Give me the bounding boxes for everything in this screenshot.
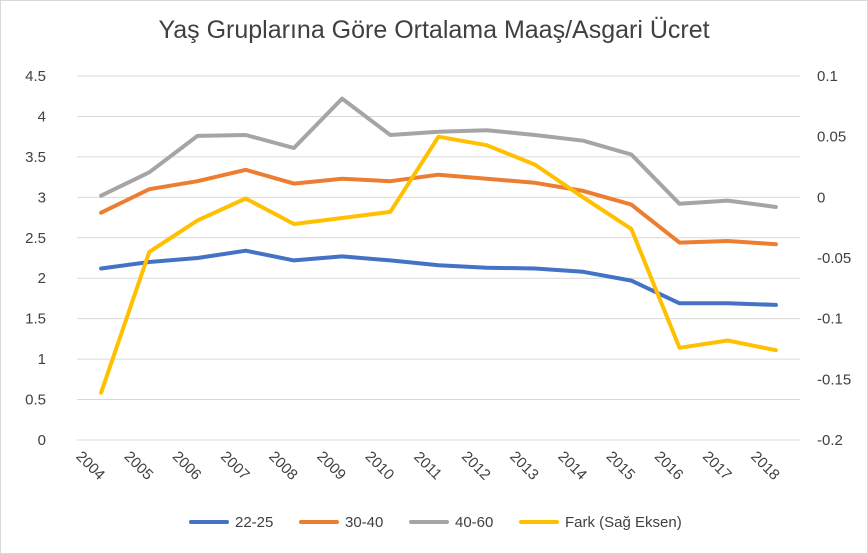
x-tick-label: 2016: [651, 448, 687, 484]
left-tick-label: 1.5: [25, 311, 46, 328]
x-tick-label: 2017: [699, 448, 735, 484]
x-axis-ticks: 2004 2005 2006 2007 2008 2009 2010 2011 2012 2013…: [72, 448, 782, 484]
right-tick-label: 0.1: [817, 68, 838, 85]
legend-label: 30-40: [345, 514, 383, 531]
legend: 22-25 30-40 40-60 Fark (Sağ Eksen): [189, 514, 682, 531]
left-tick-label: 2.5: [25, 230, 46, 247]
x-tick-label: 2010: [362, 448, 398, 484]
x-tick-label: 2015: [603, 448, 639, 484]
left-tick-label: 0.5: [25, 392, 46, 409]
legend-label: 40-60: [455, 514, 493, 531]
series-line-2: [99, 96, 778, 209]
left-tick-label: 3: [38, 189, 46, 206]
right-axis-ticks: 0.1 0.05 0 -0.05 -0.1 -0.15 -0.2: [817, 68, 851, 449]
x-tick-label: 2018: [747, 448, 783, 484]
series-lines: [99, 96, 778, 395]
right-tick-label: -0.05: [817, 250, 851, 267]
right-tick-label: 0: [817, 189, 825, 206]
gridlines: [77, 75, 800, 441]
left-tick-label: 4: [38, 108, 46, 125]
right-tick-label: -0.1: [817, 311, 843, 328]
x-tick-label: 2005: [121, 448, 157, 484]
x-tick-label: 2012: [458, 448, 494, 484]
right-tick-label: 0.05: [817, 129, 846, 146]
legend-label: 22-25: [235, 514, 273, 531]
x-tick-label: 2011: [410, 448, 445, 483]
left-axis-ticks: 0 0.5 1 1.5 2 2.5 3 3.5 4 4.5: [25, 68, 46, 449]
x-tick-label: 2007: [217, 448, 253, 484]
legend-label: Fark (Sağ Eksen): [565, 514, 682, 531]
left-tick-label: 0: [38, 432, 46, 449]
x-tick-label: 2004: [72, 448, 108, 484]
x-tick-label: 2013: [506, 448, 542, 484]
left-tick-label: 2: [38, 270, 46, 287]
x-tick-label: 2009: [313, 448, 349, 484]
left-tick-label: 3.5: [25, 149, 46, 166]
x-tick-label: 2014: [554, 448, 590, 484]
x-tick-label: 2006: [169, 448, 205, 484]
right-tick-label: -0.15: [817, 371, 851, 388]
series-line-1: [99, 167, 778, 247]
chart-title: Yaş Gruplarına Göre Ortalama Maaş/Asgari…: [158, 16, 710, 44]
x-tick-label: 2008: [265, 448, 301, 484]
left-tick-label: 1: [38, 351, 46, 368]
left-tick-label: 4.5: [25, 68, 46, 85]
right-tick-label: -0.2: [817, 432, 843, 449]
